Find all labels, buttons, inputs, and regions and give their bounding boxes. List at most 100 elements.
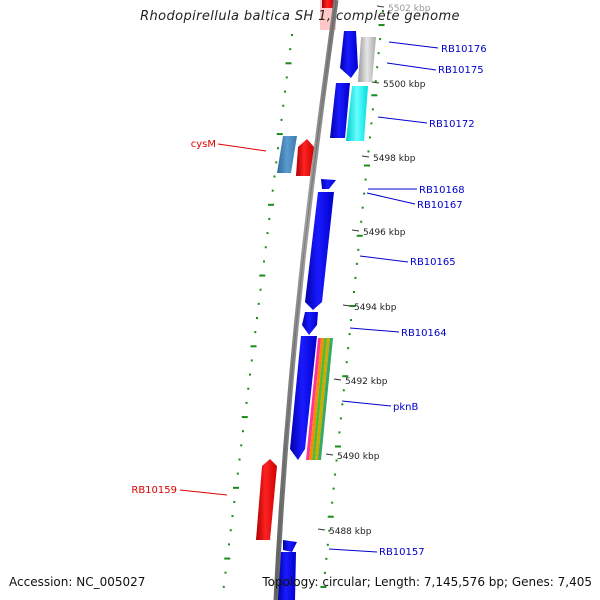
gc-dot — [361, 206, 364, 209]
gc-dot — [379, 38, 382, 41]
tick-label: 5492 kbp — [345, 377, 388, 387]
gc-dot — [236, 472, 239, 475]
label-rb10159[interactable]: RB10159 — [131, 485, 177, 496]
tick-mark — [342, 304, 351, 307]
gc-dot — [370, 122, 373, 125]
gc-dot — [284, 90, 286, 93]
gc-dot — [325, 557, 328, 560]
tick-label: 5502 kbp — [388, 4, 431, 14]
scale-ticks: 5502 kbp 5500 kbp 5498 kbp 5496 kbp 5494 kbp… — [317, 4, 431, 537]
gene-arrow-steel[interactable] — [277, 136, 297, 173]
gc-dot — [280, 118, 283, 121]
label-rb10172[interactable]: RB10172 — [429, 119, 475, 130]
gc-dot — [275, 161, 278, 164]
gc-dot — [264, 246, 267, 249]
gene-arrow-rb10168[interactable] — [321, 179, 336, 189]
callout-rb10167 — [366, 192, 416, 205]
gc-dot — [257, 302, 260, 305]
gc-dot — [222, 585, 225, 588]
callout-rb10176 — [388, 41, 439, 49]
gene-arrow-pknb[interactable] — [290, 336, 317, 460]
gc-dot — [229, 529, 232, 532]
tick-mark — [333, 378, 342, 381]
callout-rb10165 — [359, 255, 409, 263]
tick-label: 5494 kbp — [354, 303, 397, 313]
callout-cysm — [217, 143, 267, 152]
gc-dot — [273, 175, 276, 178]
gc-dot — [345, 361, 348, 364]
gc-dot — [271, 189, 274, 192]
gc-dot — [326, 543, 329, 546]
label-rb10165[interactable]: RB10165 — [410, 257, 456, 268]
gc-dot — [291, 34, 293, 36]
gc-dot — [242, 430, 244, 433]
tick-label: 5498 kbp — [373, 154, 416, 164]
gc-dot — [250, 359, 253, 362]
gc-dot — [247, 387, 250, 390]
gene-arrow-rb10176[interactable] — [340, 31, 358, 78]
gc-dot — [259, 274, 266, 277]
gene-arrow-rb10157[interactable] — [283, 540, 297, 552]
label-rb10164[interactable]: RB10164 — [401, 328, 447, 339]
gene-arrow-cysm[interactable] — [296, 139, 314, 176]
gc-dot — [282, 104, 285, 107]
gc-dot — [342, 375, 349, 378]
label-rb10175[interactable]: RB10175 — [438, 65, 484, 76]
gc-dot — [238, 458, 241, 461]
gc-dot — [250, 345, 257, 348]
backbone-shade — [275, 0, 337, 600]
gene-arrow-rb10172[interactable] — [346, 86, 368, 141]
gc-dot — [341, 403, 344, 406]
tick-label: 5500 kbp — [383, 80, 426, 90]
gene-arrow-rb10175[interactable] — [358, 37, 376, 82]
label-rb10157[interactable]: RB10157 — [379, 547, 425, 558]
tick-label: 5496 kbp — [363, 228, 406, 238]
gc-dot — [289, 48, 292, 51]
gene-arrow-rb10164[interactable] — [302, 312, 318, 335]
gc-dot — [268, 217, 271, 220]
topology-text: Topology: circular; Length: 7,145,576 bp… — [262, 575, 592, 589]
gc-dot — [233, 500, 236, 503]
callout-rb10164 — [349, 327, 400, 333]
gc-dot — [249, 373, 251, 376]
gc-dot — [376, 66, 379, 69]
callout-rb10175 — [386, 62, 437, 71]
gc-dot — [350, 319, 353, 322]
gc-dot — [334, 445, 341, 448]
genome-title: Rhodopirellula baltica SH 1, complete ge… — [140, 9, 460, 24]
gc-dot — [352, 290, 355, 293]
gc-dot — [371, 108, 374, 111]
gc-dot — [241, 416, 248, 419]
gene-arrow-blue-a[interactable] — [330, 83, 350, 138]
gc-dot — [364, 178, 367, 181]
callout-pknb — [341, 400, 392, 407]
gene-arrow-blue-bottom[interactable] — [278, 552, 296, 600]
gc-dot — [228, 543, 230, 546]
gc-dot — [354, 276, 357, 279]
gc-dot — [224, 571, 227, 574]
gc-dot — [363, 192, 366, 195]
domain-stripe-5 — [318, 338, 333, 460]
domain-stripe-2 — [309, 338, 324, 460]
label-rb10176[interactable]: RB10176 — [441, 44, 487, 55]
gc-dot — [327, 515, 334, 518]
gc-dot — [374, 80, 377, 83]
gc-dot — [355, 262, 358, 265]
gene-arrow-rb10165[interactable] — [305, 192, 334, 310]
domain-stripe-4 — [315, 338, 330, 460]
label-cysm[interactable]: cysM — [191, 139, 216, 150]
gc-dot — [285, 76, 288, 79]
domain-stripe-3 — [312, 338, 327, 460]
tick-mark — [317, 528, 326, 531]
accession-text: Accession: NC_005027 — [9, 575, 146, 589]
label-pknb[interactable]: pknB — [393, 402, 418, 413]
tick-mark — [361, 155, 370, 158]
gc-dot — [254, 331, 257, 334]
gene-arrow-rb10159[interactable] — [256, 459, 277, 540]
callout-rb10172 — [377, 116, 428, 124]
label-rb10167[interactable]: RB10167 — [417, 200, 463, 211]
label-rb10168[interactable]: RB10168 — [419, 185, 465, 196]
gc-dot — [233, 486, 239, 489]
gc-dot — [332, 487, 335, 490]
gc-dot — [339, 417, 342, 420]
